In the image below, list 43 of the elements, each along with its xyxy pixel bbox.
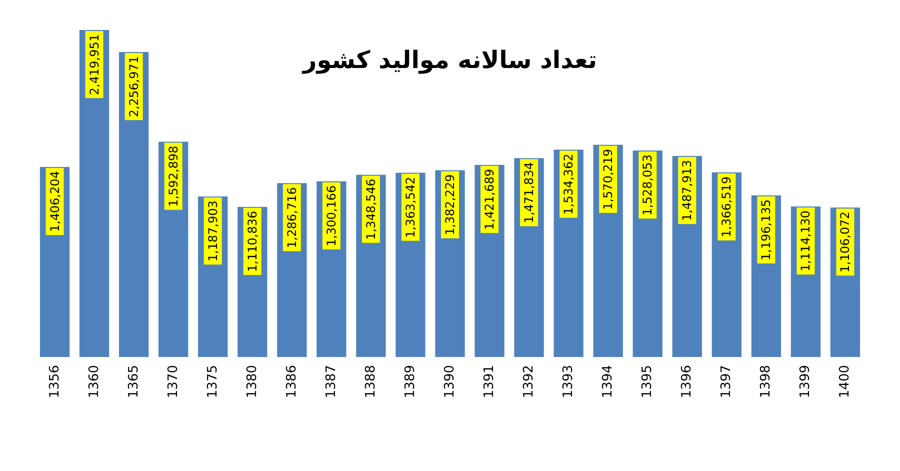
data-label: 1,348,546 — [364, 178, 378, 240]
x-tick-label: 1360 — [86, 365, 102, 398]
data-label: 1,286,716 — [284, 187, 299, 248]
x-tick-label: 1397 — [719, 365, 734, 398]
x-tick-label: 1399 — [798, 365, 814, 398]
x-tick-label: 1392 — [522, 365, 537, 398]
x-tick-label: 1386 — [284, 365, 300, 398]
data-label: 1,471,834 — [522, 162, 536, 224]
data-label: 1,196,135 — [759, 199, 774, 260]
data-label: 1,187,903 — [206, 200, 220, 262]
data-label: 2,256,971 — [126, 56, 141, 118]
x-tick-label: 1365 — [126, 365, 142, 398]
x-tick-label: 1396 — [680, 365, 695, 398]
data-label: 1,114,130 — [798, 210, 813, 272]
data-label: 1,528,053 — [640, 154, 655, 216]
data-label: 1,382,229 — [443, 174, 457, 236]
data-label: 1,570,219 — [601, 148, 616, 210]
x-tick-label: 1370 — [166, 365, 181, 398]
data-label: 1,592,898 — [166, 146, 180, 207]
x-tick-label: 1390 — [442, 365, 458, 398]
x-tick-label: 1395 — [640, 365, 656, 398]
x-tick-label: 1393 — [561, 365, 576, 398]
data-label: 1,300,166 — [324, 185, 338, 246]
data-label: 1,421,689 — [482, 168, 497, 230]
data-label: 2,419,951 — [87, 34, 102, 96]
x-tick-label: 1375 — [205, 365, 220, 398]
x-tick-label: 1356 — [47, 365, 62, 398]
data-label: 1,363,542 — [403, 176, 418, 238]
data-label: 1,110,836 — [245, 210, 260, 272]
x-tick-label: 1387 — [324, 365, 339, 398]
data-label: 1,487,913 — [680, 160, 694, 222]
x-tick-label: 1380 — [244, 365, 260, 398]
x-tick-label: 1389 — [402, 365, 418, 398]
x-tick-label: 1398 — [758, 365, 774, 398]
x-tick-label: 1391 — [482, 365, 498, 398]
x-tick-label: 1388 — [363, 365, 378, 398]
data-label: 1,406,204 — [48, 170, 62, 232]
data-label: 1,534,362 — [562, 154, 576, 215]
data-label: 1,106,072 — [838, 212, 852, 273]
text: تعداد سالانه موالید کشور — [302, 46, 598, 74]
x-tick-label: 1394 — [600, 365, 616, 398]
data-label: 1,366,519 — [720, 176, 734, 238]
x-tick-label: 1400 — [838, 365, 853, 398]
